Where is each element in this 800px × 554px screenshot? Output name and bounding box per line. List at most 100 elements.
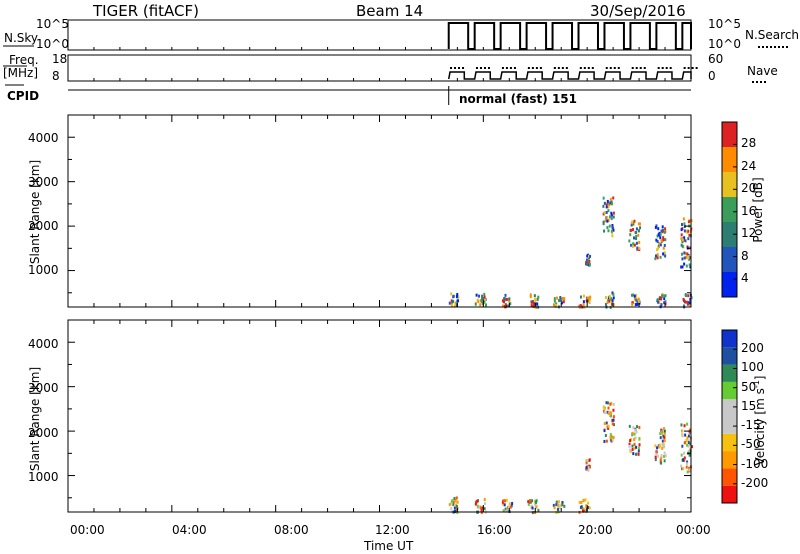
colorbar-swatch [722,147,737,172]
echo-cell [632,293,635,297]
radar-title: TIGER (fitACF) [93,2,200,20]
colorbar-swatch [722,172,737,197]
echo-cell [535,499,538,503]
colorbar-swatch [722,381,737,400]
echo-cell [474,302,477,306]
echo-cell [686,443,689,447]
echo-cell [448,301,451,305]
echo-cell [453,496,456,500]
echo-cell [687,444,690,448]
echo-cell [610,211,613,215]
echo-cell [656,234,659,238]
echo-cell [483,295,486,299]
velocity-scatter-layer [448,401,693,515]
echo-cell [684,239,687,243]
echo-cell [635,236,638,240]
echo-cell [683,256,686,260]
echo-cell [504,304,507,308]
freq-tick-top: 18 [52,52,68,66]
xtick-1: 04:00 [172,523,207,537]
echo-cell [587,468,590,472]
echo-cell [452,295,455,299]
colorbar-tick-label: -100 [741,456,769,471]
echo-cell [610,297,613,301]
velocity-ytick-2000: 2000 [28,426,59,440]
echo-cell [587,465,590,469]
echo-cell [561,296,564,300]
echo-cell [558,506,561,510]
echo-cell [688,301,691,305]
echo-cell [578,500,581,504]
echo-cell [479,506,482,510]
echo-cell [683,251,686,255]
echo-cell [655,224,658,228]
echo-cell [480,508,483,512]
echo-cell [602,405,605,409]
echo-cell [609,413,612,417]
echo-cell [631,431,634,435]
echo-cell [589,297,592,301]
velocity-ylabel: Slant Range [km] [28,366,42,472]
echo-cell [631,244,634,248]
echo-cell [656,253,659,257]
echo-cell [631,293,634,297]
power-ylabel: Slant Range [km] [28,159,42,265]
echo-cell [688,466,691,470]
echo-cell [588,259,591,263]
echo-cell [610,202,613,206]
cpid-value: normal (fast) 151 [459,92,577,106]
echo-cell [504,293,507,297]
echo-cell [585,459,588,463]
echo-cell [589,254,592,258]
echo-cell [450,299,453,303]
colorbar-frame [721,329,738,504]
echo-cell [556,502,559,506]
echo-cell [634,436,637,440]
echo-cell [657,246,660,250]
echo-cell [663,427,666,431]
echo-cell [612,303,615,307]
echo-cell [481,506,484,510]
echo-cell [529,295,532,299]
colorbar-swatch [722,416,737,434]
freq-unit-label: [MHz] [3,66,39,80]
colorbar-swatch [722,347,737,365]
colorbar-swatch [722,272,737,297]
velocity-ytick-1000: 1000 [28,470,59,484]
echo-cell [602,220,605,224]
echo-cell [533,294,536,298]
echo-cell [559,296,562,300]
echo-cell [456,299,459,303]
echo-cell [683,222,686,226]
echo-cell [508,297,511,301]
colorbar-tick-label: 16 [741,203,757,218]
echo-cell [635,234,638,238]
echo-cell [553,299,556,303]
echo-cell [607,205,610,209]
echo-cell [479,303,482,307]
echo-cell [483,292,486,296]
echo-cell [661,443,664,447]
echo-cell [689,301,692,305]
echo-cell [608,294,611,298]
echo-cell [658,296,661,300]
echo-cell [659,232,662,236]
echo-cell [629,448,632,452]
echo-cell [605,401,608,405]
echo-cell [586,262,589,266]
echo-cell [687,220,690,224]
echo-cell [681,244,684,248]
echo-cell [656,240,659,244]
freq-label: Freq. [9,53,39,67]
xtick-2: 08:00 [274,523,309,537]
echo-cell [661,230,664,234]
echo-cell [612,415,615,419]
echo-cell [610,217,613,221]
echo-cell [606,425,609,429]
echo-cell [681,223,684,227]
echo-cell [659,236,662,240]
echo-cell [680,423,683,427]
echo-cell [605,421,608,425]
echo-cell [659,243,662,247]
echo-cell [449,502,452,506]
